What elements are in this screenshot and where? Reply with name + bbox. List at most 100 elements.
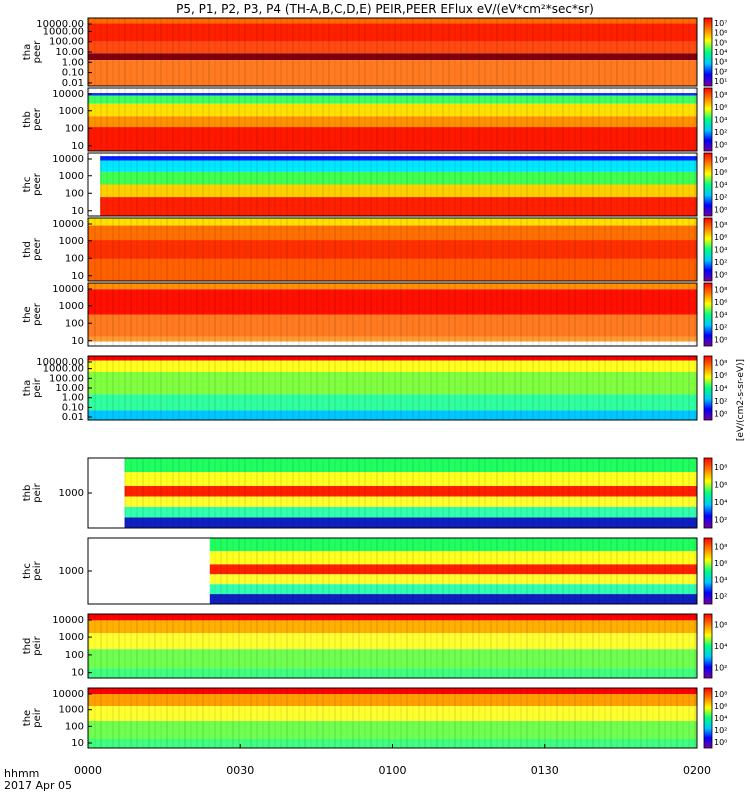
spectrogram-texture <box>586 614 588 678</box>
colorbar-tick-label: 10³ <box>714 58 727 67</box>
colorbar-tick-label: 10⁸ <box>714 358 727 367</box>
spectrogram-texture <box>646 283 648 346</box>
spectrogram-texture <box>688 218 690 281</box>
spectrogram-texture <box>544 356 546 420</box>
spectrogram-texture <box>388 614 390 678</box>
spectrogram-texture <box>256 153 258 216</box>
x-tick-label: 0130 <box>531 764 559 777</box>
colorbar-tick-label: 10⁰ <box>714 206 727 215</box>
spectrogram-band <box>88 620 697 634</box>
spectrogram-texture <box>304 538 306 604</box>
spectrogram-texture <box>418 218 420 281</box>
spectrogram-texture <box>658 218 660 281</box>
spectrogram-texture <box>310 538 312 604</box>
spectrogram-texture <box>166 688 168 748</box>
colorbar-tick-label: 10¹ <box>714 77 727 86</box>
spectrogram-texture <box>682 18 684 86</box>
spectrogram-texture <box>574 458 576 528</box>
spectrogram-panel: thb peer 10000 1000 100 10 10⁸ 10⁶ 10⁴ 10² 10⁰ <box>22 87 727 152</box>
spectrogram-texture <box>562 538 564 604</box>
spectrogram-texture <box>610 283 612 346</box>
spectrogram-texture <box>508 153 510 216</box>
spectrogram-texture <box>118 614 120 678</box>
spectrogram-texture <box>574 153 576 216</box>
spectrogram-texture <box>190 218 192 281</box>
spectrogram-texture <box>382 356 384 420</box>
spectrogram-texture <box>496 283 498 346</box>
spectrogram-texture <box>250 688 252 748</box>
spectrogram-texture <box>382 688 384 748</box>
y-tick-label: 1000 <box>59 632 84 643</box>
spectrogram-texture <box>436 18 438 86</box>
colorbar-tick-label: 10⁸ <box>714 155 727 164</box>
spectrogram-texture <box>418 614 420 678</box>
spectrogram-texture <box>208 356 210 420</box>
spectrogram-texture <box>406 18 408 86</box>
spectrogram-texture <box>580 458 582 528</box>
spectrogram-texture <box>442 688 444 748</box>
spectrogram-texture <box>262 88 264 151</box>
spectrogram-texture <box>124 688 126 748</box>
spectrogram-texture <box>478 88 480 151</box>
spectrogram-texture <box>316 458 318 528</box>
spectrogram-texture <box>520 153 522 216</box>
spectrogram-texture <box>316 88 318 151</box>
spectrogram-texture <box>262 283 264 346</box>
spectrogram-texture <box>340 458 342 528</box>
spectrogram-texture <box>280 356 282 420</box>
spectrogram-texture <box>604 18 606 86</box>
spectrogram-texture <box>376 458 378 528</box>
spectrogram-texture <box>652 18 654 86</box>
spectrogram-texture <box>616 153 618 216</box>
spectrogram-texture <box>196 153 198 216</box>
spectrogram-texture <box>496 614 498 678</box>
spectrogram-texture <box>232 356 234 420</box>
spectrogram-texture <box>334 283 336 346</box>
spectrogram-texture <box>298 614 300 678</box>
spectrogram-texture <box>250 153 252 216</box>
spectrogram-texture <box>124 153 126 216</box>
spectrogram-panel: thc peir 1000 10⁸ 10⁶ 10⁴ 10² <box>22 537 727 605</box>
y-tick-label: 1000 <box>59 566 84 577</box>
spectrogram-texture <box>124 88 126 151</box>
spectrogram-texture <box>328 538 330 604</box>
spectrogram-texture <box>598 218 600 281</box>
spectrogram-texture <box>454 458 456 528</box>
spectrogram-texture <box>412 458 414 528</box>
spectrogram-texture <box>106 18 108 86</box>
y-tick-label: 10 <box>71 206 84 217</box>
spectrogram-texture <box>118 153 120 216</box>
spectrogram-texture <box>520 538 522 604</box>
spectrogram-texture <box>478 458 480 528</box>
spectrogram-texture <box>202 218 204 281</box>
spectrogram-texture <box>226 356 228 420</box>
spectrogram-texture <box>580 88 582 151</box>
spectrogram-texture <box>436 356 438 420</box>
spectrogram-texture <box>160 458 162 528</box>
spectrogram-texture <box>364 458 366 528</box>
spectrogram-texture <box>418 688 420 748</box>
spectrogram-texture <box>430 18 432 86</box>
spectrogram-texture <box>640 614 642 678</box>
spectrogram-texture <box>322 538 324 604</box>
spectrogram-texture <box>166 356 168 420</box>
spectrogram-texture <box>430 458 432 528</box>
spectrogram-texture <box>202 614 204 678</box>
spectrogram-texture <box>574 88 576 151</box>
spectrogram-texture <box>472 356 474 420</box>
spectrogram-texture <box>214 688 216 748</box>
spectrogram-texture <box>544 88 546 151</box>
spectrogram-texture <box>610 538 612 604</box>
colorbar-tick-label: 10⁴ <box>714 181 727 190</box>
spectrogram-texture <box>256 688 258 748</box>
spectrogram-texture <box>544 688 546 748</box>
colorbar <box>703 282 713 347</box>
spectrogram-texture <box>334 688 336 748</box>
spectrogram-texture <box>274 153 276 216</box>
spectrogram-texture <box>490 218 492 281</box>
spectrogram-band <box>88 289 697 315</box>
spectrogram-texture <box>346 458 348 528</box>
spectrogram-band <box>88 258 697 281</box>
spectrogram-texture <box>586 356 588 420</box>
spectrogram-texture <box>154 458 156 528</box>
